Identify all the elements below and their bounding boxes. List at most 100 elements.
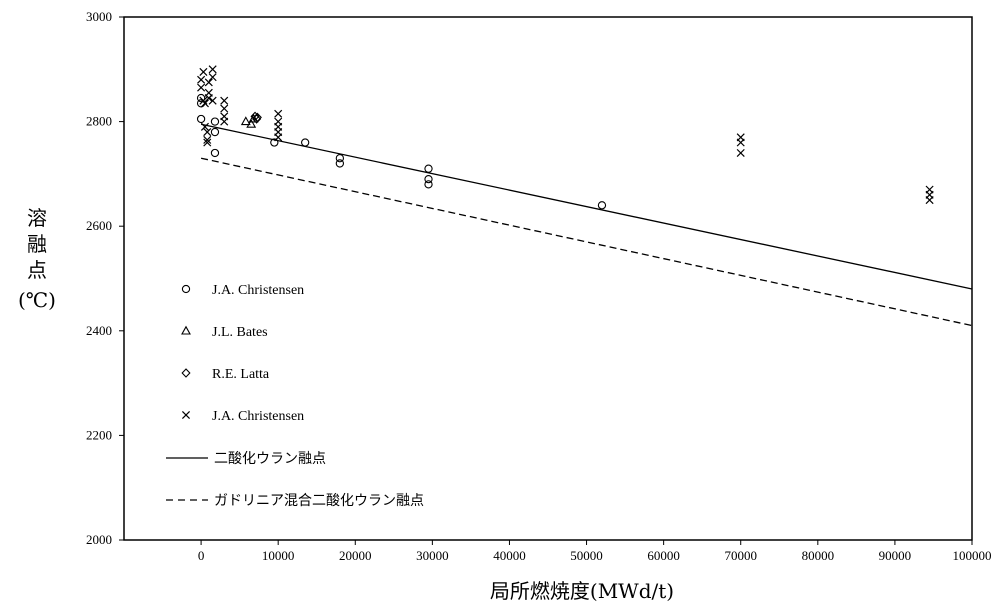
x-tick-label: 20000 <box>339 548 372 563</box>
x-marker <box>204 94 213 103</box>
circle-marker <box>424 164 433 173</box>
x-tick-label: 80000 <box>802 548 835 563</box>
y-axis-label-part: 点 <box>27 258 47 282</box>
x-marker-stroke <box>220 96 229 105</box>
x-marker <box>181 410 191 420</box>
diamond-marker <box>252 112 262 123</box>
x-marker-stroke <box>203 128 212 137</box>
x-tick-label: 90000 <box>879 548 912 563</box>
x-tick-label: 30000 <box>416 548 449 563</box>
triangle-marker <box>181 325 191 335</box>
x-marker <box>203 128 212 137</box>
x-marker-stroke <box>208 73 217 82</box>
x-marker <box>197 83 206 92</box>
x-marker-stroke <box>204 94 213 103</box>
x-tick-label: 70000 <box>724 548 757 563</box>
x-marker-stroke <box>208 96 217 105</box>
circle-marker <box>335 159 345 168</box>
circle-marker <box>424 180 433 189</box>
x-marker-stroke <box>220 104 229 113</box>
x-marker-stroke <box>197 83 206 92</box>
x-marker-stroke <box>274 109 283 118</box>
circle-marker <box>597 201 607 210</box>
circle-marker <box>335 154 345 163</box>
legend-label: J.A. Christensen <box>212 409 304 424</box>
plot-border <box>123 16 973 541</box>
circle-marker <box>424 174 433 184</box>
y-axis-label-part: 融 <box>27 232 47 256</box>
circle-marker <box>210 117 220 126</box>
x-marker <box>200 99 209 108</box>
legend-label: 二酸化ウラン融点 <box>214 451 326 467</box>
fit-lines <box>200 123 973 327</box>
x-marker <box>736 138 745 147</box>
x-axis-ticks: 0 10000 20000 30000 40000 50000 60000 70000 8000… <box>198 540 992 563</box>
x-marker-stroke <box>736 138 745 147</box>
x-marker <box>220 96 229 105</box>
legend: J.A. Christensen J.L. Bates R.E. Latta J.A.… <box>166 283 424 509</box>
triangle-marker <box>248 113 259 123</box>
x-marker <box>220 117 229 126</box>
x-marker <box>203 138 212 147</box>
x-marker <box>274 133 283 142</box>
x-marker-stroke <box>197 75 206 84</box>
x-marker-stroke <box>199 67 208 76</box>
triangle-marker <box>240 116 251 126</box>
y-tick-label: 2600 <box>86 218 112 233</box>
x-marker-stroke <box>220 117 229 126</box>
data-markers <box>196 65 934 210</box>
x-marker-stroke <box>200 99 209 108</box>
x-marker <box>736 148 745 158</box>
diamond-marker <box>250 111 260 122</box>
x-marker <box>220 104 229 113</box>
x-marker-stroke <box>200 122 209 131</box>
x-axis-label: 局所燃焼度(MWd/t) <box>490 579 674 603</box>
legend-label: R.E. Latta <box>212 367 270 382</box>
y-tick-label: 2800 <box>86 114 112 129</box>
x-marker-stroke <box>925 196 934 205</box>
circle-marker <box>210 127 220 137</box>
y-axis-label-part: (℃) <box>18 288 56 312</box>
x-marker-stroke <box>736 148 745 158</box>
circle-marker <box>301 138 310 147</box>
x-marker-stroke <box>274 133 283 142</box>
x-marker-stroke <box>204 78 213 87</box>
x-marker <box>203 135 212 144</box>
x-marker-stroke <box>203 138 212 147</box>
y-axis-label: 溶融点 (℃) <box>18 206 56 312</box>
diamond-marker <box>181 368 191 378</box>
plot-area <box>123 16 973 541</box>
circle-marker <box>270 138 279 147</box>
y-tick-label: 2000 <box>86 532 112 547</box>
y-tick-label: 3000 <box>86 9 112 24</box>
legend-label: J.A. Christensen <box>212 283 304 298</box>
legend-label: ガドリニア混合二酸化ウラン融点 <box>214 493 424 509</box>
x-marker-stroke <box>181 410 191 420</box>
y-axis-ticks: 2000 2200 2400 2600 2800 3000 <box>86 9 124 547</box>
x-marker-stroke <box>199 96 208 105</box>
y-axis-label-part: 溶 <box>27 206 47 230</box>
legend-label: J.L. Bates <box>212 325 268 340</box>
solid-fit-line <box>200 123 973 290</box>
circle-marker <box>196 114 206 124</box>
x-marker <box>199 67 208 76</box>
x-tick-label: 100000 <box>953 548 992 563</box>
circle-marker <box>210 148 220 158</box>
x-tick-label: 60000 <box>647 548 680 563</box>
x-tick-label: 0 <box>198 548 205 563</box>
x-marker-stroke <box>208 65 217 74</box>
circle-marker <box>181 284 191 294</box>
x-marker <box>208 65 217 74</box>
circle-marker <box>196 93 206 103</box>
x-tick-label: 40000 <box>493 548 526 563</box>
y-tick-label: 2200 <box>86 427 112 442</box>
x-marker-stroke <box>203 135 212 144</box>
x-tick-label: 50000 <box>570 548 603 563</box>
y-tick-label: 2400 <box>86 323 112 338</box>
x-tick-label: 10000 <box>262 548 295 563</box>
x-marker <box>200 122 209 131</box>
x-marker <box>208 73 217 82</box>
triangle-marker <box>246 118 257 128</box>
